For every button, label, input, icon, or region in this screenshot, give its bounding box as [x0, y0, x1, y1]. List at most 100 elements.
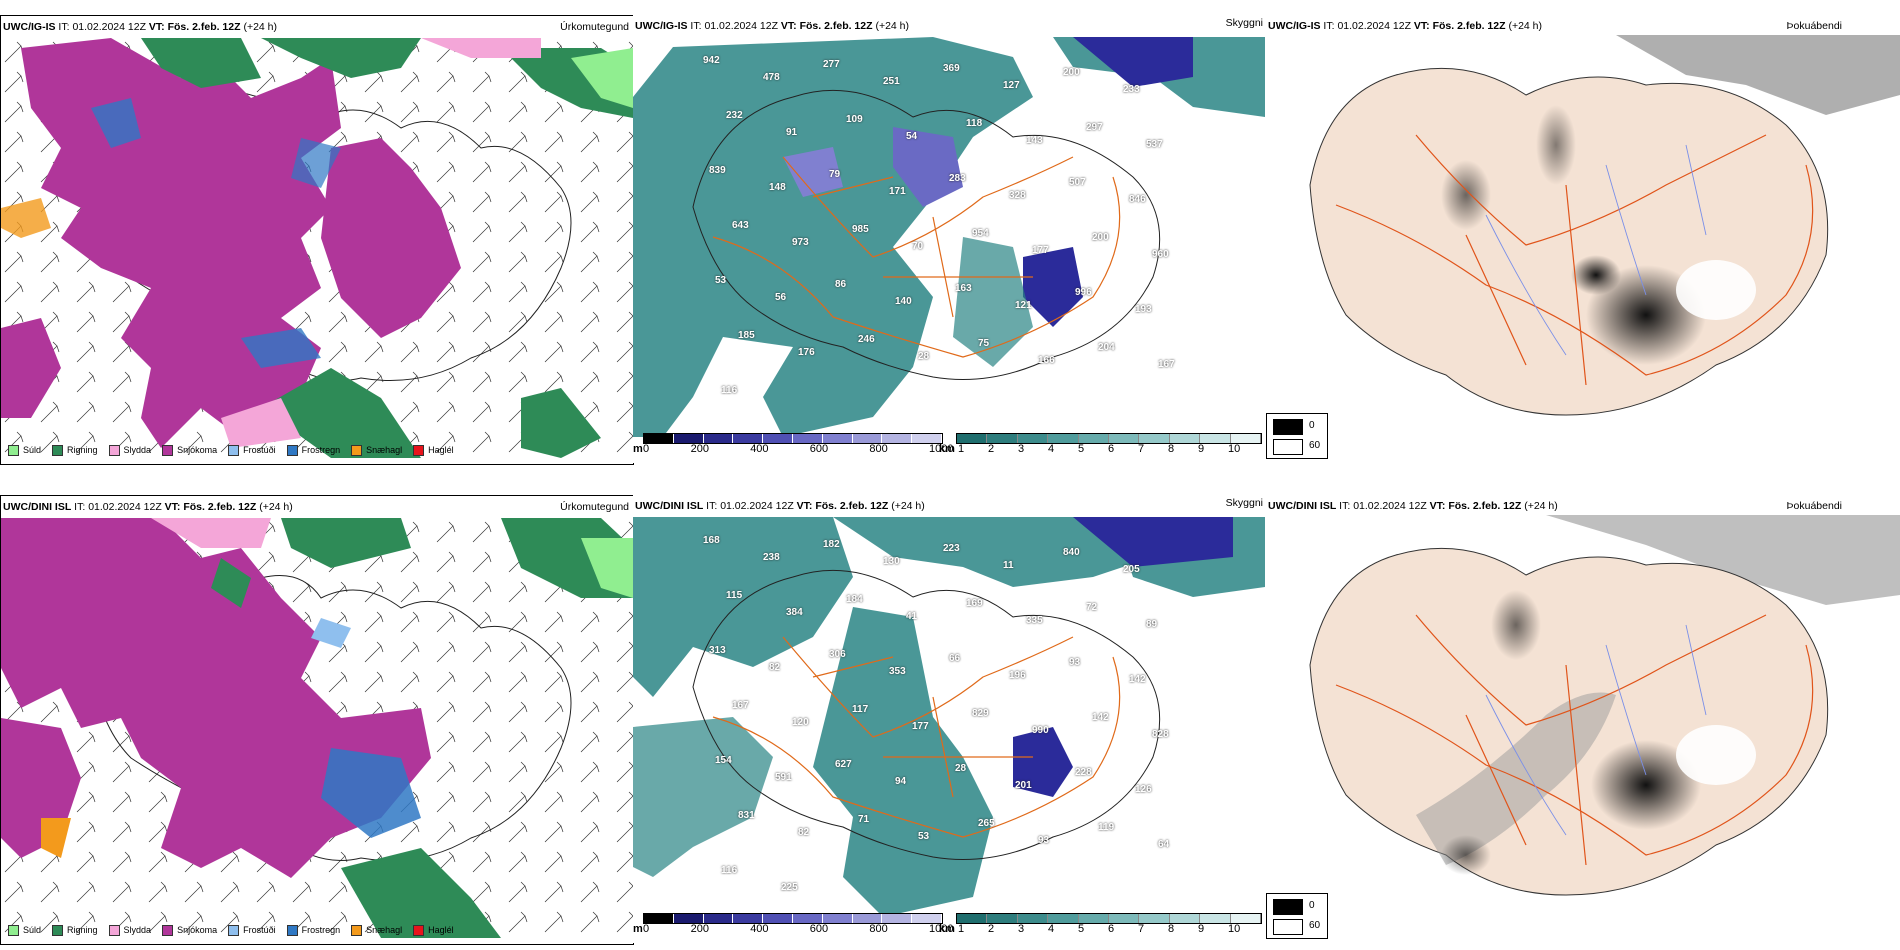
visibility-colorbar: m km 0 200 400 600 800 1000 1 2 3 4 5 6 7 8 9 10 [633, 913, 1265, 943]
colorbar-segment [912, 914, 942, 923]
colorbar-tick-label: 4 [1048, 923, 1055, 935]
visibility-value-label: 996 [1075, 287, 1092, 298]
visibility-value-label: 829 [972, 708, 989, 719]
visibility-value-label: 82 [769, 662, 781, 673]
visibility-value-label: 204 [1098, 342, 1115, 353]
visibility-value-label: 985 [852, 224, 869, 235]
colorbar-segment [644, 434, 674, 443]
visibility-value-label: 627 [835, 759, 852, 770]
colorbar-tick-label: 0 [643, 923, 650, 935]
precip-legend: Súld Rigning Slydda Snjókoma Frostúði Fr… [1, 920, 469, 940]
visibility-value-label: 182 [823, 539, 840, 550]
visibility-value-label: 64 [1158, 839, 1170, 850]
visibility-value-label: 277 [823, 59, 840, 70]
visibility-value-label: 120 [792, 717, 809, 728]
colorbar-m-unit: m [633, 443, 643, 455]
legend-swatch [228, 924, 240, 936]
visibility-value-label: 72 [1086, 602, 1098, 613]
visibility-value-label: 251 [883, 76, 900, 87]
visibility-map [633, 517, 1265, 917]
legend-swatch [351, 444, 363, 456]
colorbar-segment [703, 434, 734, 443]
visibility-value-label: 154 [715, 755, 732, 766]
colorbar-tick-label: 1000 [929, 443, 954, 455]
visibility-value-label: 167 [1158, 359, 1175, 370]
visibility-value-label: 478 [763, 72, 780, 83]
colorbar-segment [1200, 914, 1231, 923]
colorbar-segment [1048, 434, 1079, 443]
visibility-value-label: 148 [769, 182, 786, 193]
panel-title: Skyggni [1225, 17, 1263, 29]
panel-title: Úrkomutegund [560, 21, 629, 33]
colorbar-segment [792, 914, 823, 923]
visibility-value-label: 335 [1026, 615, 1043, 626]
visibility-value-label: 121 [1015, 300, 1032, 311]
panel-title: Skyggni [1225, 497, 1263, 509]
colorbar-km-segments [956, 433, 1262, 444]
visibility-value-label: 184 [846, 594, 863, 605]
colorbar-tick-label: 1 [958, 923, 965, 935]
legend-swatch [162, 444, 174, 456]
fog-legend-light-swatch [1273, 919, 1303, 935]
legend-swatch [52, 924, 64, 936]
visibility-value-label: 93 [1038, 835, 1050, 846]
visibility-value-label: 205 [1123, 564, 1140, 575]
visibility-value-label: 176 [798, 347, 815, 358]
colorbar-tick-label: 400 [750, 923, 769, 935]
fog-legend-light-label: 60 [1309, 440, 1321, 451]
colorbar-tick-label: 200 [690, 443, 709, 455]
panel-title: Úrkomutegund [560, 501, 629, 513]
fog-index-panel-igis: UWC/IG-IS IT: 01.02.2024 12Z VT: Fös. 2.… [1266, 15, 1900, 463]
colorbar-segment [733, 434, 764, 443]
visibility-value-label: 75 [978, 338, 990, 349]
panel-header: UWC/DINI ISL IT: 01.02.2024 12Z VT: Fös.… [3, 501, 293, 513]
visibility-value-label: 225 [781, 882, 798, 893]
visibility-value-label: 66 [949, 653, 961, 664]
visibility-value-label: 954 [972, 228, 989, 239]
visibility-value-label: 142 [1092, 712, 1109, 723]
colorbar-segment [733, 914, 764, 923]
legend-item: Haglél [413, 444, 454, 456]
colorbar-tick-label: 800 [869, 923, 888, 935]
precip-legend: Súld Rigning Slydda Snjókoma Frostúði Fr… [1, 440, 469, 460]
colorbar-m-segments [643, 433, 943, 444]
colorbar-tick-label: 7 [1138, 923, 1145, 935]
visibility-value-label: 53 [918, 831, 930, 842]
colorbar-segment [792, 434, 823, 443]
colorbar-tick-label: 3 [1018, 923, 1025, 935]
colorbar-tick-label: 800 [869, 443, 888, 455]
legend-item: Frostúði [228, 924, 276, 936]
legend-item: Snjókoma [162, 444, 217, 456]
legend-swatch [413, 444, 425, 456]
visibility-value-label: 166 [1038, 355, 1055, 366]
visibility-value-label: 82 [798, 827, 810, 838]
legend-swatch [162, 924, 174, 936]
visibility-value-label: 143 [1026, 135, 1043, 146]
colorbar-tick-label: 600 [809, 923, 829, 935]
visibility-value-label: 960 [1152, 249, 1169, 260]
legend-item: Snæhagl [351, 444, 402, 456]
visibility-value-label: 840 [1063, 547, 1080, 558]
visibility-value-label: 297 [1086, 122, 1103, 133]
visibility-value-label: 94 [895, 776, 907, 787]
colorbar-tick-label: 9 [1198, 923, 1205, 935]
visibility-value-label: 89 [1146, 619, 1158, 630]
visibility-value-label: 306 [829, 649, 846, 660]
visibility-value-label: 53 [715, 275, 727, 286]
visibility-value-label: 196 [1009, 670, 1026, 681]
fog-index-panel-dini: UWC/DINI ISL IT: 01.02.2024 12Z VT: Fös.… [1266, 495, 1900, 943]
visibility-value-label: 54 [906, 131, 918, 142]
visibility-panel-dini: UWC/DINI ISL IT: 01.02.2024 12Z VT: Fös.… [633, 495, 1265, 943]
visibility-value-label: 168 [703, 535, 720, 546]
colorbar-tick-label: 5 [1078, 443, 1085, 455]
visibility-value-label: 167 [732, 700, 749, 711]
fog-legend-igis: 0 60 [1266, 413, 1328, 459]
colorbar-segment [1169, 914, 1201, 923]
colorbar-segment [822, 434, 853, 443]
precip-map [1, 38, 633, 458]
visibility-value-label: 140 [895, 296, 912, 307]
legend-item: Haglél [413, 924, 454, 936]
colorbar-km-unit: km [939, 443, 955, 455]
colorbar-tick-label: 8 [1168, 923, 1175, 935]
visibility-value-label: 313 [709, 645, 726, 656]
